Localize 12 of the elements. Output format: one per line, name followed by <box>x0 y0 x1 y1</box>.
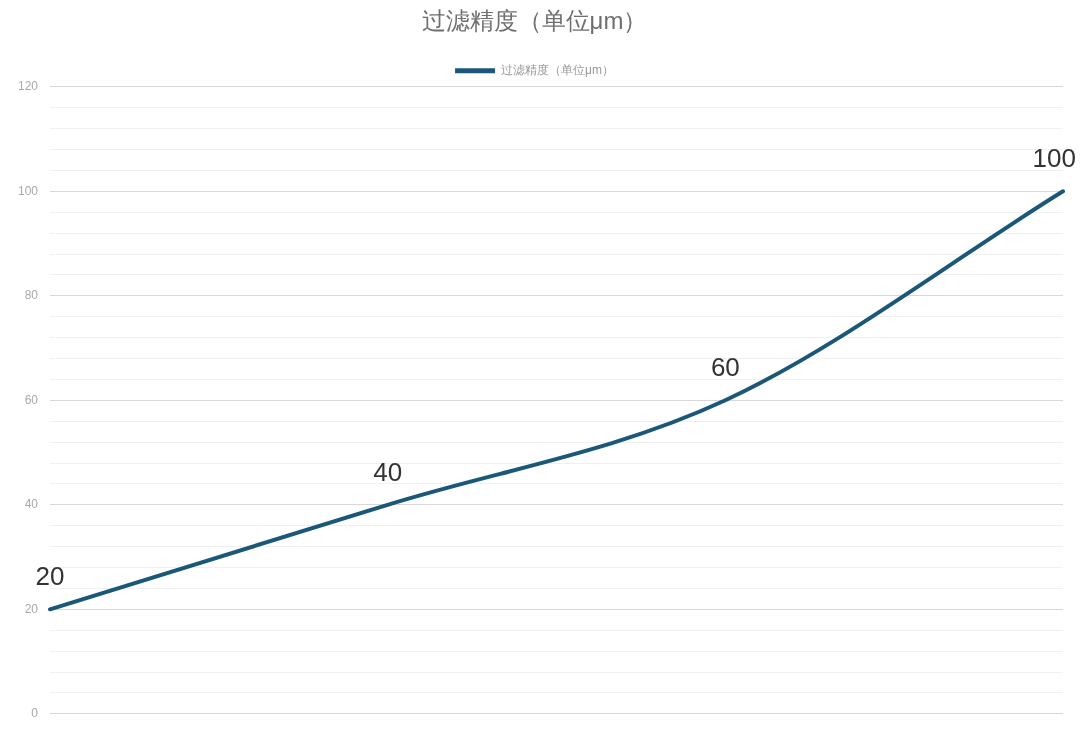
y-tick-label: 20 <box>24 601 39 616</box>
y-tick-label: 0 <box>31 706 39 721</box>
y-tick-label: 120 <box>17 79 39 94</box>
y-tick-label: 40 <box>24 497 39 512</box>
data-label: 40 <box>373 456 403 487</box>
data-label: 60 <box>710 352 740 383</box>
data-label: 100 <box>1032 143 1077 174</box>
chart-title: 过滤精度（单位μm） <box>421 7 648 35</box>
legend-label: 过滤精度（单位μm） <box>501 63 614 78</box>
y-tick-label: 60 <box>24 392 39 407</box>
y-tick-label: 100 <box>17 183 39 198</box>
y-tick-label: 80 <box>24 288 39 303</box>
